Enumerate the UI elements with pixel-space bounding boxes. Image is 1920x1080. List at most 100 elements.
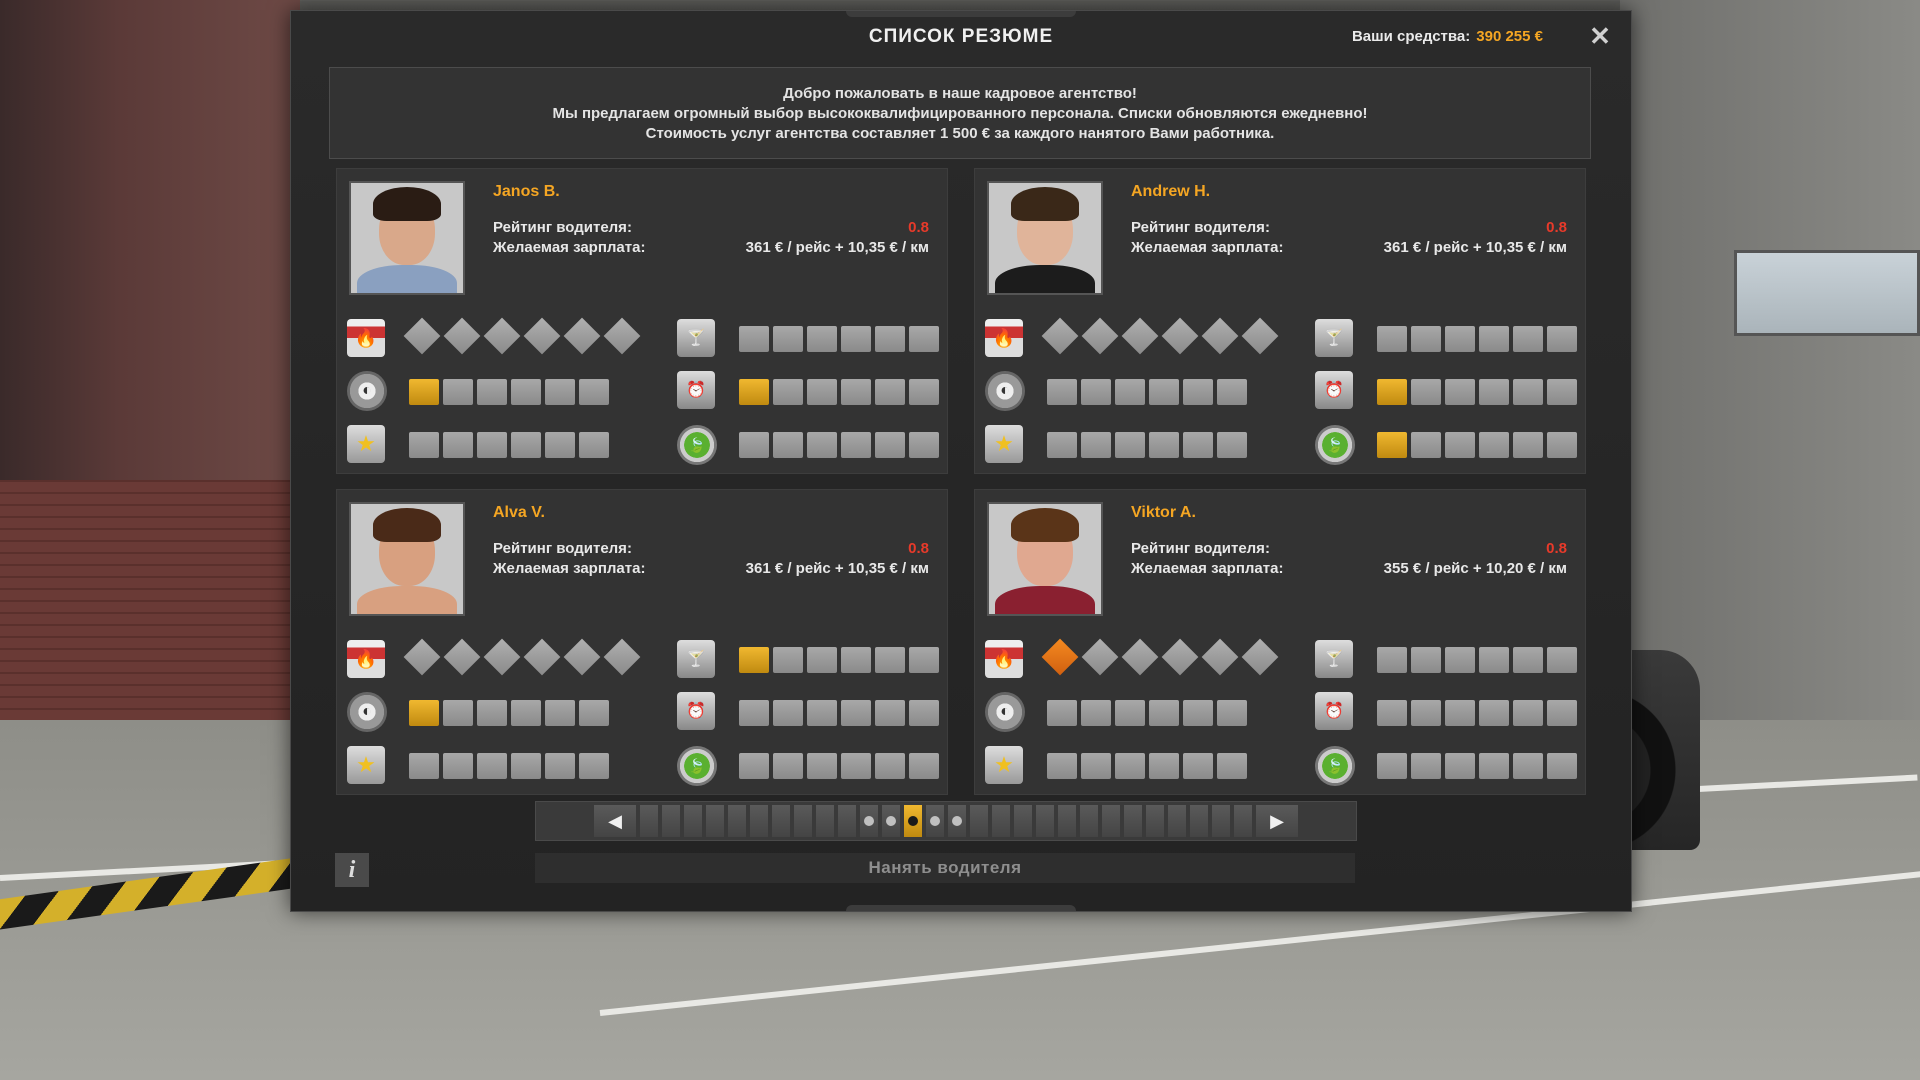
adr-skill-level (1041, 638, 1279, 676)
welcome-line: Мы предлагаем огромный выбор высококвали… (552, 105, 1368, 122)
adr-skill-icon: 🔥 (347, 640, 385, 678)
skill-level-bar (807, 326, 837, 352)
high-value-skill-level (409, 753, 609, 779)
adr-level-diamond (523, 638, 561, 676)
fragile-cargo-skill-icon: 🍸 (1315, 319, 1353, 357)
salary-label: Желаемая зарплата: (1131, 239, 1284, 256)
info-button[interactable]: i (335, 853, 369, 887)
fragile-cargo-skill-level (1377, 326, 1577, 352)
skill-level-bar (807, 753, 837, 779)
page-button[interactable] (926, 805, 944, 837)
page-button[interactable] (1102, 805, 1120, 837)
skill-level-bar (1377, 700, 1407, 726)
skill-level-bar (1047, 700, 1077, 726)
long-distance-skill-icon: ◐ (985, 371, 1025, 411)
candidate-card[interactable]: Janos B. Рейтинг водителя: Желаемая зарп… (336, 168, 948, 474)
avatar-body (357, 586, 457, 614)
close-icon[interactable]: ✕ (1589, 21, 1611, 51)
page-button[interactable] (750, 805, 768, 837)
page-button[interactable] (684, 805, 702, 837)
arrow-left-icon[interactable]: ◀ (594, 805, 636, 837)
funds-display: Ваши средства: 390 255 € (1352, 28, 1543, 45)
adr-skill-level (403, 317, 641, 355)
skill-level-bar (1479, 753, 1509, 779)
page-button[interactable] (1124, 805, 1142, 837)
page-button[interactable] (1014, 805, 1032, 837)
adr-level-diamond (443, 638, 481, 676)
skill-level-bar (1513, 432, 1543, 458)
skill-level-bar (909, 753, 939, 779)
hire-driver-button[interactable]: Нанять водителя (535, 853, 1355, 883)
skill-level-bar (807, 379, 837, 405)
eco-driving-skill-icon: 🍃 (677, 746, 717, 786)
adr-level-diamond (1201, 317, 1239, 355)
page-button[interactable] (838, 805, 856, 837)
page-button[interactable] (970, 805, 988, 837)
skill-level-bar (1479, 379, 1509, 405)
skill-level-bar (1445, 432, 1475, 458)
page-button[interactable] (1234, 805, 1252, 837)
page-button[interactable] (1146, 805, 1164, 837)
candidate-card[interactable]: Alva V. Рейтинг водителя: Желаемая зарпл… (336, 489, 948, 795)
page-button[interactable] (794, 805, 812, 837)
adr-level-diamond (1081, 317, 1119, 355)
skill-level-bar (773, 700, 803, 726)
avatar (987, 502, 1103, 616)
page-button[interactable] (882, 805, 900, 837)
skill-level-bar (1149, 700, 1179, 726)
eco-driving-skill-level (1377, 753, 1577, 779)
adr-level-diamond (483, 638, 521, 676)
skill-level-bar (1377, 326, 1407, 352)
candidate-card[interactable]: Andrew H. Рейтинг водителя: Желаемая зар… (974, 168, 1586, 474)
page-button[interactable] (816, 805, 834, 837)
candidate-card[interactable]: Viktor A. Рейтинг водителя: Желаемая зар… (974, 489, 1586, 795)
skill-level-bar (1479, 326, 1509, 352)
avatar-body (357, 265, 457, 293)
adr-level-diamond (563, 317, 601, 355)
arrow-right-icon[interactable]: ▶ (1256, 805, 1298, 837)
skill-level-bar (545, 432, 575, 458)
page-button[interactable] (1212, 805, 1230, 837)
candidate-name: Alva V. (493, 504, 545, 521)
page-dot (886, 816, 896, 826)
skill-level-bar (1149, 753, 1179, 779)
page-selector: ◀ ▶ (535, 801, 1357, 841)
salary-label: Желаемая зарплата: (493, 239, 646, 256)
skill-level-bar (511, 753, 541, 779)
page-button[interactable] (728, 805, 746, 837)
page-button[interactable] (1190, 805, 1208, 837)
skill-level-bar (1513, 753, 1543, 779)
adr-level-diamond (1041, 317, 1079, 355)
page-button[interactable] (992, 805, 1010, 837)
skill-level-bar (1377, 647, 1407, 673)
adr-level-diamond (483, 317, 521, 355)
page-button[interactable] (1058, 805, 1076, 837)
skill-level-bar (1445, 326, 1475, 352)
skill-level-bar (841, 700, 871, 726)
background-left-wall (0, 0, 300, 720)
page-button[interactable] (1036, 805, 1054, 837)
page-button[interactable] (1080, 805, 1098, 837)
skill-level-bar (773, 379, 803, 405)
long-distance-skill-icon: ◐ (347, 371, 387, 411)
page-button[interactable] (706, 805, 724, 837)
page-button[interactable] (860, 805, 878, 837)
skill-level-bar (1115, 379, 1145, 405)
page-button[interactable] (772, 805, 790, 837)
adr-skill-icon: 🔥 (985, 640, 1023, 678)
page-button[interactable] (1168, 805, 1186, 837)
page-dot (930, 816, 940, 826)
adr-level-diamond (1201, 638, 1239, 676)
page-button[interactable] (904, 805, 922, 837)
adr-skill-level (1041, 317, 1279, 355)
page-button[interactable] (662, 805, 680, 837)
skill-level-bar (1217, 753, 1247, 779)
skill-level-bar (807, 700, 837, 726)
page-dot (864, 816, 874, 826)
avatar-hair (1011, 187, 1079, 221)
page-button[interactable] (640, 805, 658, 837)
skill-level-bar (1217, 379, 1247, 405)
long-distance-skill-icon: ◐ (985, 692, 1025, 732)
skill-level-bar (1479, 700, 1509, 726)
page-button[interactable] (948, 805, 966, 837)
